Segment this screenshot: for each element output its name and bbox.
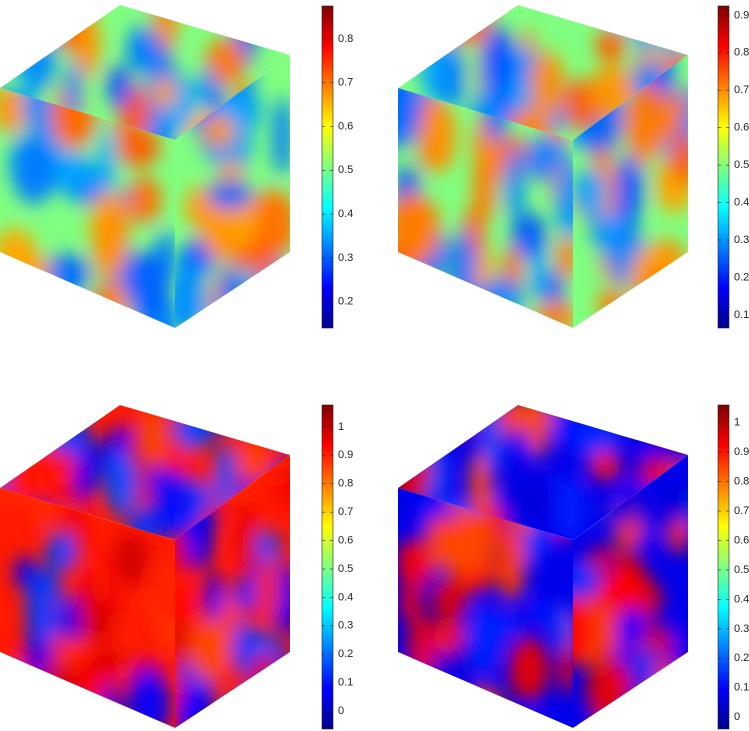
tick-label: 0.2: [734, 271, 749, 283]
tick-label: 0: [338, 705, 344, 717]
tick-label: 0.4: [338, 591, 353, 603]
colorbar: [717, 5, 730, 329]
tick-label: 0.5: [734, 564, 749, 576]
tick-label: 0.4: [734, 196, 749, 208]
tick-label: 0.8: [338, 33, 353, 45]
tick-label: 0.5: [734, 159, 749, 171]
tick-label: 0.2: [734, 652, 749, 664]
cube-face: [398, 5, 688, 140]
tick-label: 0.7: [734, 84, 749, 96]
tick-label: 0.4: [338, 208, 353, 220]
colorbar: [321, 404, 334, 730]
tick-label: 0.8: [338, 478, 353, 490]
tick-label: 0.3: [734, 234, 749, 246]
tick-label: 0.3: [734, 623, 749, 635]
tick-label: 0.6: [338, 120, 353, 132]
tick-label: 0.2: [338, 296, 353, 308]
tick-label: 0.3: [338, 620, 353, 632]
tick-label: 0.4: [734, 593, 749, 605]
tick-label: 0.6: [734, 534, 749, 546]
tick-label: 0.8: [734, 47, 749, 59]
tick-label: 0.1: [734, 309, 749, 321]
tick-label: 1: [734, 417, 740, 429]
tick-label: 0.9: [734, 9, 749, 21]
tick-label: 0.7: [338, 506, 353, 518]
tick-label: 0.7: [338, 77, 353, 89]
tick-label: 0.2: [338, 648, 353, 660]
tick-label: 0.3: [338, 252, 353, 264]
colorbar: [717, 404, 730, 730]
tick-label: 0.5: [338, 563, 353, 575]
tick-label: 0.1: [338, 677, 353, 689]
tick-label: 0.9: [338, 449, 353, 461]
tick-label: 0.6: [338, 534, 353, 546]
tick-label: 1: [338, 421, 344, 433]
colorbar: [321, 5, 334, 329]
tick-label: 0.6: [734, 122, 749, 134]
tick-label: 0.5: [338, 164, 353, 176]
tick-label: 0.9: [734, 446, 749, 458]
tick-label: 0: [734, 711, 740, 723]
tick-label: 0.1: [734, 682, 749, 694]
tick-label: 0.7: [734, 505, 749, 517]
tick-label: 0.8: [734, 475, 749, 487]
